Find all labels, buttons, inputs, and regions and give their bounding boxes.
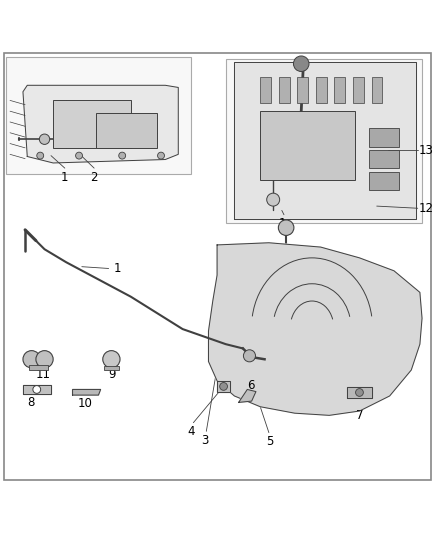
Polygon shape (23, 385, 51, 394)
Text: 4: 4 (187, 425, 195, 438)
Circle shape (36, 351, 53, 368)
Circle shape (158, 152, 164, 159)
Circle shape (119, 152, 126, 159)
Circle shape (37, 152, 44, 159)
Text: 5: 5 (266, 435, 273, 448)
FancyBboxPatch shape (28, 365, 48, 370)
Circle shape (23, 351, 40, 368)
Circle shape (279, 220, 294, 236)
Circle shape (267, 193, 279, 206)
FancyBboxPatch shape (226, 59, 422, 223)
Text: 11: 11 (36, 368, 51, 381)
FancyBboxPatch shape (353, 77, 364, 102)
Circle shape (293, 56, 309, 71)
Text: 10: 10 (78, 397, 93, 410)
FancyBboxPatch shape (260, 111, 355, 180)
Circle shape (33, 385, 41, 393)
Text: 8: 8 (27, 396, 35, 409)
Text: 13: 13 (419, 143, 434, 157)
Text: 9: 9 (108, 368, 116, 381)
Circle shape (220, 383, 227, 390)
Text: 1: 1 (61, 171, 69, 184)
Polygon shape (23, 85, 178, 163)
FancyBboxPatch shape (369, 150, 399, 168)
Circle shape (103, 351, 120, 368)
Text: 7: 7 (356, 409, 363, 422)
Circle shape (244, 350, 255, 362)
Text: 1: 1 (113, 262, 121, 275)
Text: 3: 3 (201, 434, 209, 447)
Circle shape (356, 389, 364, 397)
FancyBboxPatch shape (260, 77, 271, 102)
FancyBboxPatch shape (6, 57, 191, 174)
Polygon shape (234, 62, 416, 219)
FancyBboxPatch shape (96, 114, 157, 148)
FancyBboxPatch shape (371, 77, 382, 102)
Circle shape (76, 152, 82, 159)
Polygon shape (73, 390, 101, 395)
FancyBboxPatch shape (297, 77, 308, 102)
Text: 6: 6 (247, 378, 254, 392)
FancyBboxPatch shape (316, 77, 327, 102)
FancyBboxPatch shape (335, 77, 345, 102)
Polygon shape (208, 243, 422, 415)
Text: 2: 2 (90, 171, 98, 184)
Polygon shape (217, 381, 230, 392)
FancyBboxPatch shape (104, 366, 119, 370)
FancyBboxPatch shape (279, 77, 290, 102)
Polygon shape (239, 390, 256, 402)
FancyBboxPatch shape (369, 172, 399, 190)
FancyBboxPatch shape (369, 128, 399, 147)
Text: 1: 1 (279, 217, 286, 230)
Text: 12: 12 (419, 202, 434, 215)
Circle shape (39, 134, 49, 144)
Polygon shape (346, 387, 372, 398)
FancyBboxPatch shape (53, 100, 131, 148)
